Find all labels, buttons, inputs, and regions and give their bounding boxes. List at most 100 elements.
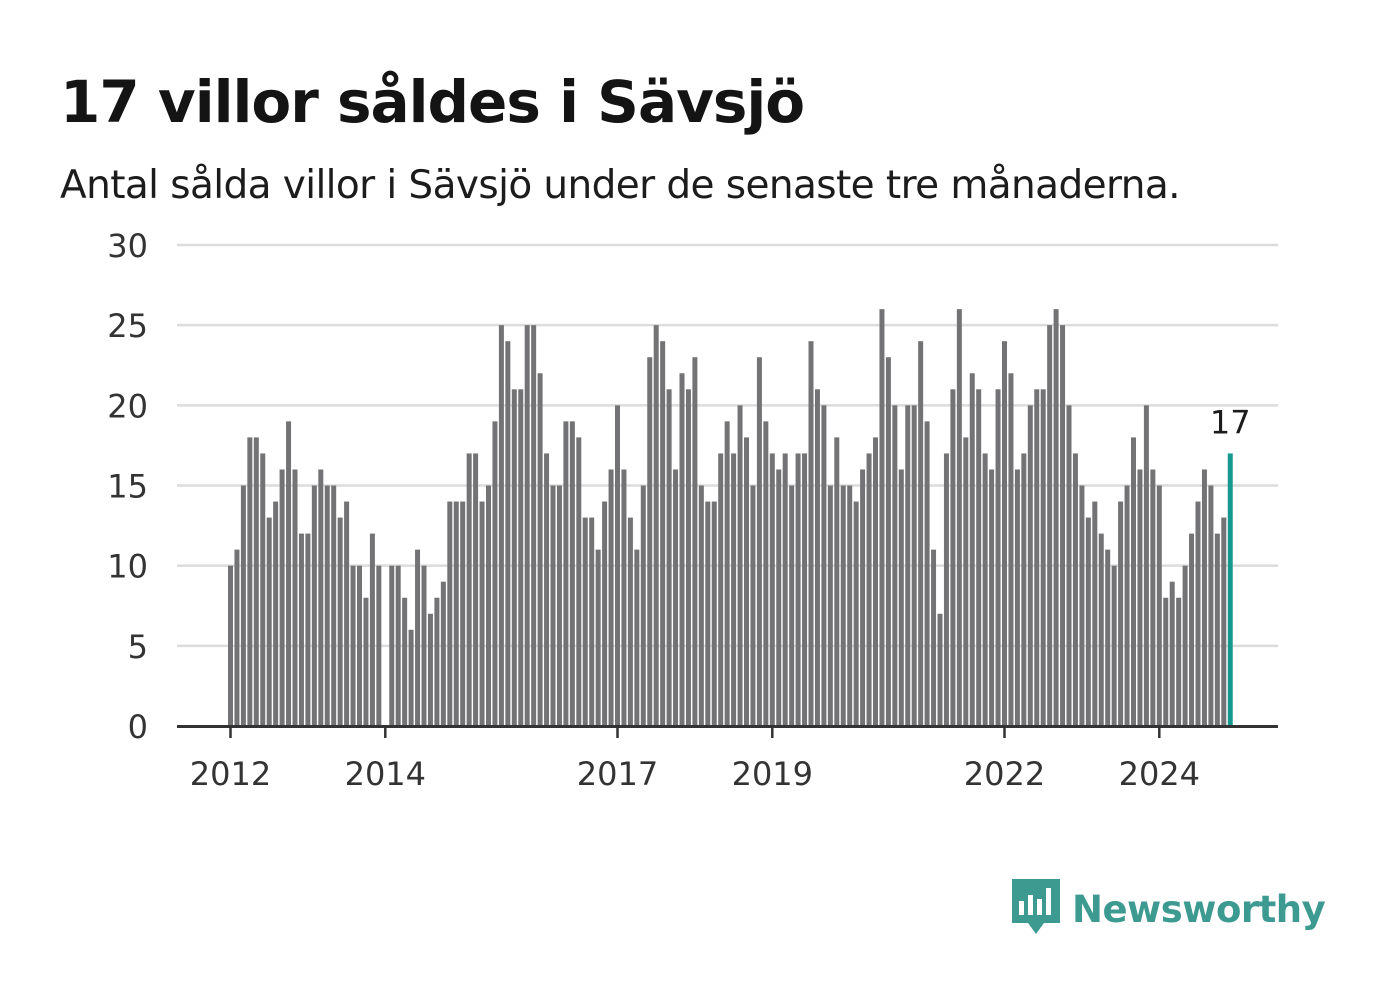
bar	[511, 389, 517, 726]
bar	[234, 549, 240, 726]
bar	[782, 453, 788, 726]
bar	[247, 437, 253, 726]
bar	[447, 501, 453, 726]
bar	[537, 373, 543, 726]
bar	[273, 501, 279, 726]
bar	[937, 613, 943, 726]
y-tick-label: 30	[107, 227, 148, 265]
bar	[363, 597, 369, 726]
bar	[950, 389, 956, 726]
bar	[698, 485, 704, 726]
bar	[253, 437, 259, 726]
bar	[847, 485, 853, 726]
bar	[827, 485, 833, 726]
bar	[292, 469, 298, 726]
bar	[821, 405, 827, 726]
bar	[1131, 437, 1136, 726]
y-tick-label: 15	[107, 468, 148, 506]
bar	[1060, 325, 1066, 726]
y-tick-label: 20	[107, 387, 148, 425]
bar	[589, 517, 595, 726]
bar	[711, 501, 717, 726]
bar	[1047, 325, 1053, 726]
bar	[1014, 469, 1020, 726]
highlight-value-label: 17	[1210, 403, 1251, 441]
bar	[1176, 597, 1182, 726]
bar	[402, 597, 408, 726]
bar	[943, 453, 949, 726]
bar	[576, 437, 582, 726]
bar	[279, 469, 285, 726]
bar	[879, 309, 885, 726]
bar	[421, 565, 427, 726]
bar	[408, 629, 414, 726]
bar	[853, 501, 859, 726]
bar	[731, 453, 737, 726]
bar	[498, 325, 504, 726]
bar	[885, 357, 891, 726]
bar	[653, 325, 659, 726]
bar	[240, 485, 246, 726]
y-tick-label: 5	[128, 628, 148, 666]
bar	[640, 485, 646, 726]
bar	[228, 565, 233, 726]
bar	[337, 517, 343, 726]
x-tick-label: 2024	[1119, 755, 1200, 793]
bar	[1085, 517, 1091, 726]
chart-subtitle: Antal sålda villor i Sävsjö under de sen…	[60, 163, 1181, 208]
bar	[956, 309, 962, 726]
bar	[660, 341, 666, 726]
bar	[1034, 389, 1040, 726]
brand-name: Newsworthy	[1072, 887, 1326, 931]
bar	[1072, 453, 1078, 726]
bar	[918, 341, 924, 726]
bar	[615, 405, 620, 726]
bar	[479, 501, 485, 726]
bar	[1221, 517, 1227, 726]
bar	[1002, 341, 1007, 726]
bar	[769, 453, 775, 726]
bar	[931, 549, 937, 726]
bar	[873, 437, 878, 726]
bar	[324, 485, 330, 726]
bar	[924, 421, 930, 726]
bar	[434, 597, 440, 726]
bar	[750, 485, 756, 726]
bar	[1111, 565, 1117, 726]
bar	[505, 341, 511, 726]
bar	[1214, 533, 1220, 726]
bar	[602, 501, 608, 726]
bar	[724, 421, 730, 726]
bar	[1156, 485, 1162, 726]
bar	[1169, 581, 1175, 726]
bar	[550, 485, 556, 726]
bar	[963, 437, 969, 726]
bar	[808, 341, 814, 726]
y-tick-label: 0	[128, 708, 148, 746]
bar	[395, 565, 401, 726]
bar	[298, 533, 304, 726]
bar	[460, 501, 466, 726]
x-tick-label: 2022	[964, 755, 1045, 793]
bar	[544, 453, 550, 726]
bar	[466, 453, 472, 726]
bar	[802, 453, 808, 726]
bar	[389, 565, 395, 726]
bar	[556, 485, 562, 726]
bar	[905, 405, 911, 726]
bar	[647, 357, 653, 726]
bar	[608, 469, 614, 726]
bar	[440, 581, 446, 726]
bar	[634, 549, 640, 726]
x-tick-label: 2014	[345, 755, 426, 793]
bar	[1092, 501, 1098, 726]
bar	[1053, 309, 1059, 726]
bar	[453, 501, 459, 726]
bar	[1201, 469, 1207, 726]
bar	[763, 421, 769, 726]
bar	[318, 469, 324, 726]
bar	[357, 565, 362, 726]
y-tick-label: 25	[107, 307, 148, 345]
bar	[524, 325, 530, 726]
bar	[311, 485, 317, 726]
